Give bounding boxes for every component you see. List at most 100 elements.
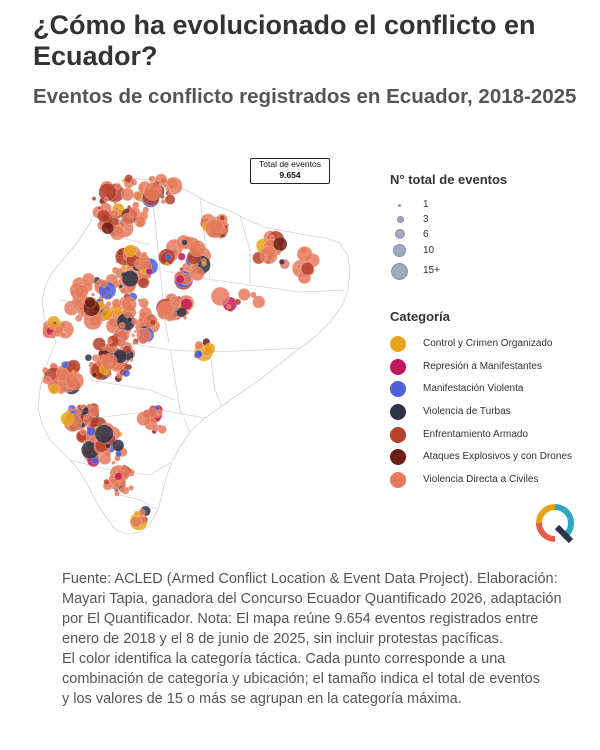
event-point <box>100 353 118 370</box>
event-point <box>103 196 109 203</box>
category-label: Control y Crimen Organizado <box>423 338 553 349</box>
event-point <box>220 227 229 235</box>
event-point <box>46 322 51 327</box>
source-note: Fuente: ACLED (Armed Conflict Location &… <box>62 569 582 709</box>
event-point <box>60 411 75 426</box>
size-legend-dot <box>398 204 401 207</box>
event-point <box>203 342 216 355</box>
event-point <box>226 304 232 310</box>
size-legend-label: 15+ <box>423 265 440 276</box>
event-point <box>275 249 281 256</box>
event-point <box>114 490 120 497</box>
event-point <box>131 333 136 338</box>
event-point <box>119 222 126 229</box>
source-note-line: Mayari Tapia, ganadora del Concurso Ecua… <box>62 591 562 607</box>
category-legend-item: Ataques Explosivos y con Drones <box>390 449 600 465</box>
event-point <box>157 424 162 429</box>
category-label: Violencia Directa a Civiles <box>423 474 539 485</box>
category-label: Violencia de Turbas <box>423 406 511 417</box>
event-point <box>194 341 204 350</box>
event-point <box>156 409 163 415</box>
event-point <box>111 439 125 452</box>
event-point <box>113 308 123 317</box>
source-note-line: El color identifica la categoría táctica… <box>62 651 506 667</box>
total-events-value: 9.654 <box>279 170 301 180</box>
event-point <box>88 405 100 418</box>
event-point <box>237 288 251 301</box>
event-point <box>121 296 137 312</box>
size-legend-dot <box>397 216 404 223</box>
event-point <box>91 196 97 201</box>
event-point <box>141 251 148 258</box>
event-point <box>252 295 266 309</box>
event-point <box>127 205 132 210</box>
event-point <box>132 341 137 346</box>
event-point <box>148 176 154 182</box>
event-point <box>114 226 124 236</box>
category-legend-title: Categoría <box>390 309 450 324</box>
event-point <box>128 485 135 491</box>
el-quantificador-q-logo-icon <box>536 504 575 543</box>
event-point <box>103 450 112 459</box>
event-point <box>158 300 175 317</box>
event-point <box>180 298 193 310</box>
event-point <box>54 325 64 335</box>
event-point <box>103 478 110 485</box>
event-point <box>65 371 84 391</box>
event-point <box>177 252 186 261</box>
event-point <box>175 274 185 284</box>
event-point <box>71 369 76 374</box>
size-legend-item: 6 <box>392 229 452 247</box>
event-point <box>137 277 150 289</box>
event-point <box>122 369 131 378</box>
category-swatch <box>390 359 406 375</box>
event-point <box>120 264 127 271</box>
event-point <box>136 411 151 426</box>
event-point <box>234 298 242 306</box>
event-point <box>84 296 96 309</box>
event-point <box>74 314 83 322</box>
event-point <box>134 215 147 228</box>
category-swatch <box>390 381 406 397</box>
event-point <box>121 270 139 288</box>
ecuador-event-map[interactable] <box>0 150 380 550</box>
event-point <box>52 321 57 326</box>
event-point <box>60 385 68 393</box>
event-points <box>42 173 320 531</box>
event-point <box>278 258 285 265</box>
event-point <box>48 383 60 395</box>
event-point <box>259 246 278 265</box>
size-legend-label: 6 <box>423 229 429 240</box>
event-point <box>75 408 82 415</box>
event-point <box>114 182 122 190</box>
event-point <box>273 236 288 252</box>
event-point <box>74 284 89 299</box>
event-point <box>301 262 315 276</box>
event-point <box>105 443 111 449</box>
event-point <box>219 214 226 221</box>
event-point <box>296 246 313 263</box>
event-point <box>164 194 176 205</box>
event-point <box>120 287 127 295</box>
event-point <box>45 376 53 383</box>
event-point <box>130 516 142 528</box>
event-point <box>120 187 135 201</box>
event-point <box>135 256 140 260</box>
event-point <box>145 268 153 276</box>
event-point <box>205 219 225 239</box>
event-point <box>179 267 184 272</box>
event-point <box>194 350 203 359</box>
source-note-line: combinación de categoría y ubicación; el… <box>62 671 540 687</box>
event-point <box>133 510 140 517</box>
category-label: Ataques Explosivos y con Drones <box>423 451 572 462</box>
event-point <box>130 178 138 186</box>
event-point <box>164 261 170 267</box>
category-swatch <box>390 404 406 420</box>
event-point <box>118 321 126 329</box>
event-point <box>131 317 138 325</box>
page-subtitle: Eventos de conflicto registrados en Ecua… <box>33 85 577 108</box>
event-point <box>136 327 152 343</box>
event-point <box>143 300 148 305</box>
source-note-line: por El Quantificador. Nota: El mapa reún… <box>62 611 539 627</box>
event-point <box>101 221 114 235</box>
